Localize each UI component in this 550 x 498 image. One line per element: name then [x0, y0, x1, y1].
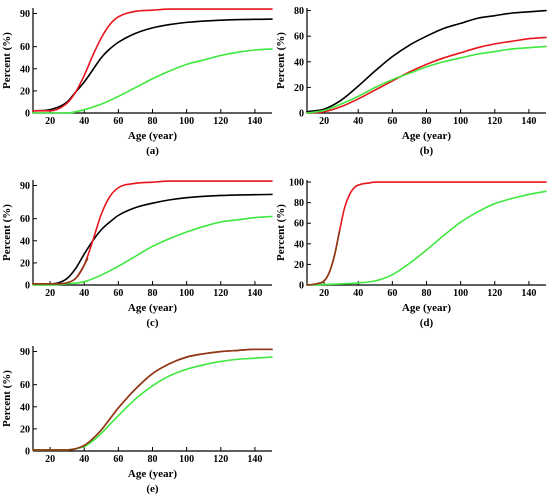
y-tick-label: 80	[294, 198, 304, 209]
green-series-line	[32, 215, 273, 286]
chart-panel-3: 20 40 60 80 100 120 140 0 20 40 60 90 Age (year) Perc…	[1, 180, 273, 329]
x-tick-label: 100	[179, 454, 194, 465]
panel-label: (e)	[146, 483, 159, 495]
green-series-line	[32, 356, 273, 451]
x-tick-label: 120	[487, 116, 502, 127]
green-series-line	[32, 48, 273, 114]
y-axis-label: Percent (%)	[275, 32, 287, 89]
x-tick-label: 40	[79, 288, 89, 299]
red-series-line	[306, 181, 547, 286]
x-axis-label: Age (year)	[128, 302, 178, 314]
x-tick-label: 120	[487, 288, 502, 299]
black-series-line	[306, 9, 547, 113]
y-tick-label: 0	[299, 281, 304, 292]
y-tick-label: 60	[294, 219, 304, 230]
y-tick-label: 60	[294, 32, 304, 43]
green-series-line	[306, 190, 547, 286]
y-tick-label: 20	[294, 260, 304, 271]
y-tick-label: 40	[20, 64, 30, 75]
red-series-line	[32, 8, 273, 112]
x-tick-label: 140	[521, 116, 536, 127]
red-series-line	[32, 180, 273, 285]
x-axis-label: Age (year)	[402, 130, 452, 142]
y-tick-label: 20	[20, 258, 30, 269]
y-tick-label: 0	[299, 109, 304, 120]
x-tick-label: 80	[422, 288, 432, 299]
y-tick-label: 20	[20, 424, 30, 435]
x-tick-label: 140	[521, 288, 536, 299]
y-tick-label: 40	[20, 402, 30, 413]
x-tick-label: 60	[387, 116, 397, 127]
x-tick-label: 60	[113, 454, 123, 465]
chart-panel-2: 20 40 60 80 100 120 140 0 20 40 60 80 Age (year) Perc…	[275, 6, 547, 157]
x-tick-label: 120	[213, 116, 228, 127]
x-tick-label: 140	[247, 454, 262, 465]
x-tick-label: 120	[213, 288, 228, 299]
x-tick-label: 100	[453, 288, 468, 299]
y-tick-label: 40	[294, 57, 304, 68]
y-tick-label: 40	[294, 239, 304, 250]
x-tick-label: 60	[387, 288, 397, 299]
red-series-line	[32, 348, 273, 451]
panel-label: (d)	[420, 317, 434, 329]
x-tick-label: 40	[353, 116, 363, 127]
x-tick-label: 140	[247, 288, 262, 299]
green-series-line	[306, 45, 547, 114]
x-tick-label: 60	[113, 288, 123, 299]
x-tick-label: 20	[45, 454, 55, 465]
x-tick-label: 20	[319, 116, 329, 127]
red-series-line	[306, 36, 547, 114]
black-series-line	[32, 193, 273, 285]
y-tick-label: 90	[20, 181, 30, 192]
brown-series-line	[32, 348, 273, 451]
x-axis-label: Age (year)	[128, 468, 178, 480]
y-tick-label: 60	[20, 214, 30, 225]
black-series-line	[32, 18, 273, 112]
x-tick-label: 80	[148, 454, 158, 465]
x-tick-label: 120	[213, 454, 228, 465]
x-tick-label: 40	[79, 116, 89, 127]
panel-label: (b)	[420, 145, 434, 157]
x-tick-label: 40	[79, 454, 89, 465]
panel-label: (c)	[146, 317, 159, 329]
x-tick-label: 20	[319, 288, 329, 299]
y-tick-label: 60	[20, 380, 30, 391]
panel-label: (a)	[146, 145, 159, 157]
x-tick-label: 100	[179, 116, 194, 127]
brown-series-line	[306, 230, 341, 286]
y-tick-label: 90	[20, 347, 30, 358]
y-tick-label: 20	[294, 83, 304, 94]
y-axis-label: Percent (%)	[1, 370, 13, 427]
y-tick-label: 80	[294, 6, 304, 17]
x-tick-label: 140	[247, 116, 262, 127]
x-axis-label: Age (year)	[128, 130, 178, 142]
y-tick-label: 90	[20, 9, 30, 20]
y-axis-label: Percent (%)	[1, 32, 13, 89]
x-tick-label: 100	[179, 288, 194, 299]
x-tick-label: 80	[148, 116, 158, 127]
y-tick-label: 0	[25, 281, 30, 292]
x-tick-label: 80	[148, 288, 158, 299]
y-tick-label: 40	[20, 236, 30, 247]
x-tick-label: 20	[45, 116, 55, 127]
chart-panel-5: 20 40 60 80 100 120 140 0 20 40 60 90 Age (year) Perc…	[1, 346, 273, 495]
chart-panel-1: 20 40 60 80 100 120 140 0 20 40 60 90 Age (year) Perc…	[1, 8, 273, 157]
y-axis-label: Percent (%)	[275, 204, 287, 261]
y-tick-label: 100	[289, 178, 304, 189]
x-tick-label: 40	[353, 288, 363, 299]
x-tick-label: 80	[422, 116, 432, 127]
x-tick-label: 100	[453, 116, 468, 127]
y-tick-label: 0	[25, 109, 30, 120]
y-axis-label: Percent (%)	[1, 204, 13, 261]
x-axis-label: Age (year)	[402, 302, 452, 314]
x-tick-label: 20	[45, 288, 55, 299]
y-tick-label: 0	[25, 447, 30, 458]
y-tick-label: 20	[20, 86, 30, 97]
brown-series-line	[32, 257, 89, 285]
x-tick-label: 60	[113, 116, 123, 127]
y-tick-label: 60	[20, 42, 30, 53]
